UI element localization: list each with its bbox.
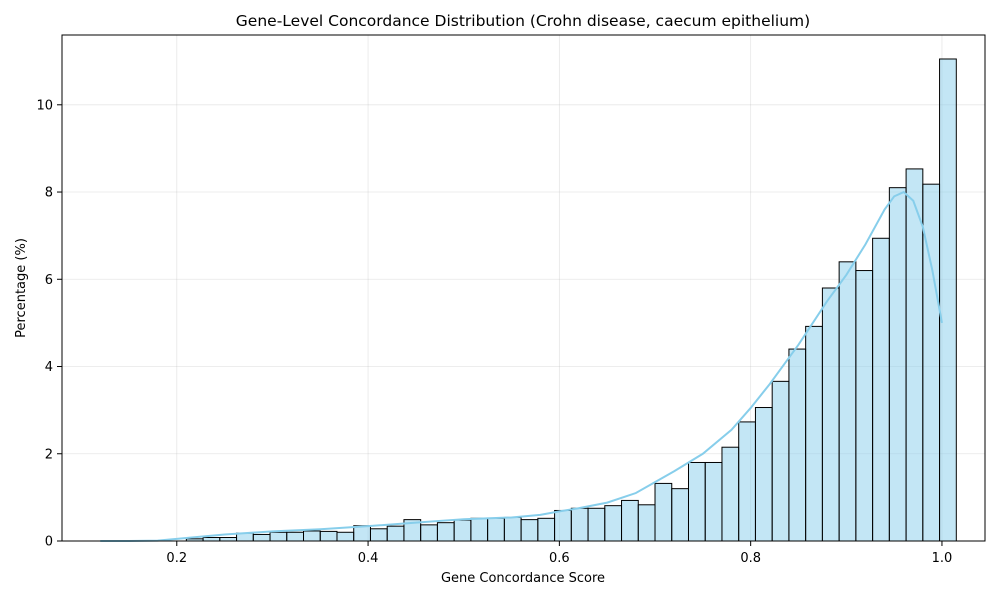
histogram-bar xyxy=(621,499,639,542)
y-tick-label: 4 xyxy=(45,360,53,375)
histogram-bar xyxy=(704,461,723,542)
plot-frame xyxy=(61,34,986,542)
histogram-bar xyxy=(939,58,957,542)
histogram-bar xyxy=(269,531,288,542)
histogram-bar xyxy=(537,517,556,542)
histogram-bar xyxy=(654,482,673,542)
histogram-bar xyxy=(637,504,656,542)
histogram-bar xyxy=(905,168,924,542)
histogram-bar xyxy=(219,537,238,542)
histogram-bar xyxy=(286,531,305,542)
y-tick-label: 6 xyxy=(45,273,53,288)
x-tick-label: 0.2 xyxy=(166,551,187,566)
histogram-bar xyxy=(821,287,840,542)
histogram-bar xyxy=(436,522,455,542)
x-tick-label: 0.8 xyxy=(740,551,761,566)
x-axis-label: Gene Concordance Score xyxy=(441,571,605,586)
x-tick-label: 1.0 xyxy=(932,551,953,566)
chart-title: Gene-Level Concordance Distribution (Cro… xyxy=(236,12,810,30)
histogram-bar xyxy=(336,531,355,542)
histogram-bar xyxy=(487,517,505,542)
histogram-bar xyxy=(888,187,907,542)
histogram-bar xyxy=(721,446,740,542)
histogram-bar xyxy=(738,421,756,542)
histogram-bar xyxy=(855,270,874,542)
histogram-bar xyxy=(554,509,572,542)
histogram-bar xyxy=(687,461,706,542)
histogram-bar xyxy=(771,380,790,542)
histogram-bar xyxy=(754,407,773,542)
histogram-bar xyxy=(520,519,539,542)
y-tick-label: 2 xyxy=(45,447,53,462)
histogram-bar xyxy=(202,537,221,542)
histogram-bars xyxy=(185,58,957,542)
histogram-bar xyxy=(587,507,606,542)
histogram-bar xyxy=(453,519,472,542)
histogram-bar xyxy=(252,533,271,542)
histogram-bar xyxy=(604,505,623,542)
histogram-bar xyxy=(671,488,689,542)
y-tick-label: 8 xyxy=(45,186,53,201)
x-axis-ticks: 0.2 0.4 0.6 0.8 1.0 xyxy=(166,541,952,566)
y-tick-label: 10 xyxy=(36,98,53,113)
histogram-bar xyxy=(470,517,489,542)
histogram-bar xyxy=(319,530,338,542)
histogram-bar xyxy=(570,507,589,542)
y-axis-label: Percentage (%) xyxy=(14,238,29,338)
histogram-bar xyxy=(838,261,857,542)
x-tick-label: 0.6 xyxy=(549,551,570,566)
histogram-bar xyxy=(805,325,823,542)
y-axis-ticks: 0 2 4 6 8 10 xyxy=(36,98,62,550)
histogram-bar xyxy=(386,525,405,542)
histogram-bar xyxy=(503,516,522,542)
histogram-bar xyxy=(788,348,807,542)
histogram-bar xyxy=(369,528,388,542)
histogram-bar xyxy=(353,525,371,542)
x-tick-label: 0.4 xyxy=(358,551,379,566)
histogram-bar xyxy=(872,237,890,542)
y-tick-label: 0 xyxy=(45,535,53,550)
histogram-bar xyxy=(420,524,438,542)
kde-curve xyxy=(100,190,943,542)
histogram-bar xyxy=(303,530,321,542)
